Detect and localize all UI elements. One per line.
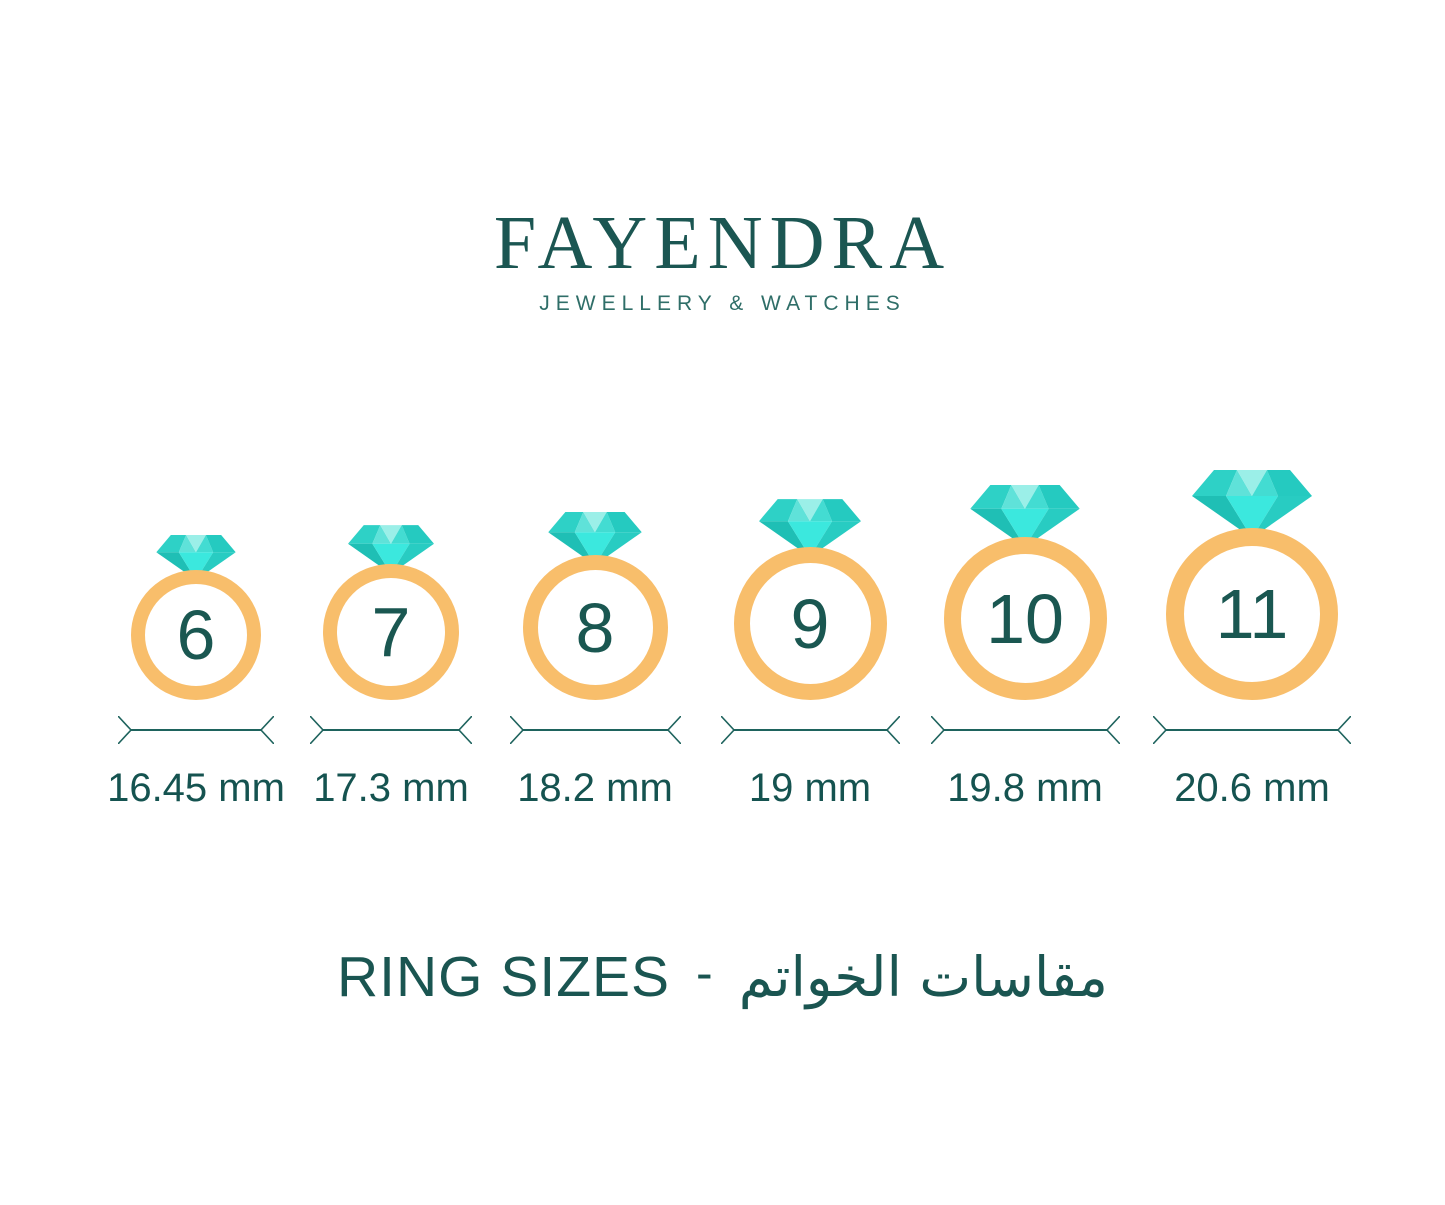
brand-tagline: JEWELLERY & WATCHES (539, 292, 906, 315)
ring-column-size-10: 10 19.8 mm (930, 0, 1120, 810)
ring-band: 11 (1166, 528, 1338, 700)
diamond-icon (1192, 470, 1312, 538)
ring-band: 7 (323, 564, 459, 700)
ring-diameter-label: 16.45 mm (107, 766, 285, 810)
ring-diameter-label: 19.8 mm (947, 766, 1103, 810)
ring-size-number: 8 (575, 588, 615, 667)
ring-diameter-label: 19 mm (748, 766, 872, 810)
diameter-dimension-line (930, 716, 1120, 744)
chart-title-latin: RING SIZES (337, 945, 671, 1009)
ring-size-number: 11 (1215, 575, 1289, 653)
diameter-dimension-line (509, 716, 681, 744)
diameter-dimension-line (310, 716, 472, 744)
ring-diameter-label: 17.3 mm (313, 766, 469, 810)
chart-title: RING SIZES - مقاسات الخواتم (0, 944, 1445, 1010)
ring-diameter-label: 18.2 mm (517, 766, 673, 810)
ring-diameter-label: 20.6 mm (1174, 766, 1330, 810)
diameter-dimension-line (1153, 716, 1351, 744)
ring-size-number: 9 (790, 584, 830, 663)
chart-title-separator: - (696, 945, 713, 1001)
ring-column-size-11: 11 20.6 mm (1153, 0, 1351, 810)
ring-size-number: 7 (371, 593, 411, 671)
diamond-icon (759, 499, 861, 557)
ring-column-size-8: 8 18.2 mm (509, 0, 681, 810)
ring-band: 8 (522, 555, 668, 700)
ring-column-size-6: 6 16.45 mm (107, 0, 285, 810)
ring-band: 9 (733, 547, 887, 700)
ring-band: 6 (131, 570, 261, 700)
ring-size-number: 6 (176, 596, 216, 674)
ring-band: 10 (943, 537, 1107, 700)
ring-size-number: 10 (986, 579, 1064, 658)
brand-logo: FAYENDRA JEWELLERY & WATCHES (0, 205, 1445, 314)
diameter-dimension-line (118, 716, 274, 744)
rings-row: 6 16.45 mm 7 17.3 mm 8 18.2 mm (107, 0, 1351, 810)
diameter-dimension-line (720, 716, 900, 744)
ring-column-size-9: 9 19 mm (720, 0, 900, 810)
chart-title-arabic: مقاسات الخواتم (738, 945, 1108, 1009)
diamond-icon (970, 485, 1080, 547)
ring-column-size-7: 7 17.3 mm (310, 0, 472, 810)
brand-name: FAYENDRA (493, 201, 952, 285)
